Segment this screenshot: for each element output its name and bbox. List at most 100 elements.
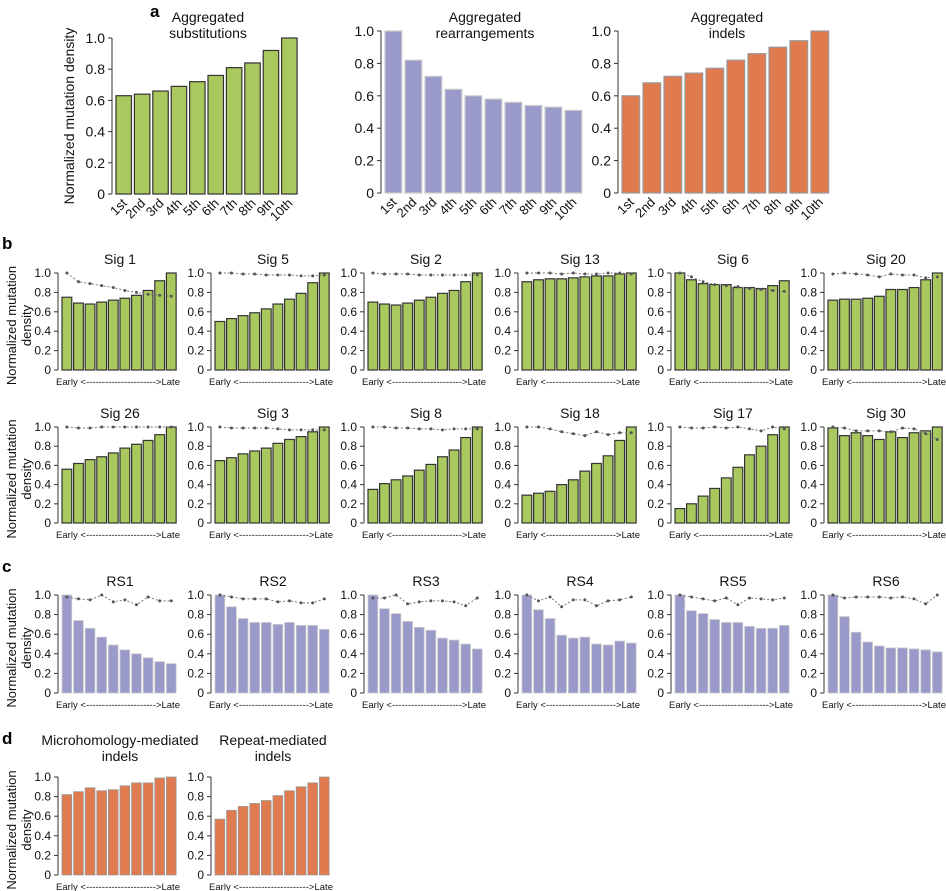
bar bbox=[402, 302, 414, 371]
trend-point bbox=[629, 431, 633, 435]
bar bbox=[307, 624, 318, 694]
trend-point bbox=[169, 425, 173, 429]
bar bbox=[743, 454, 755, 524]
chart-title: RS1 bbox=[106, 573, 133, 589]
y-tick-label: 0 bbox=[810, 516, 817, 530]
y-tick-label: 0.6 bbox=[647, 627, 664, 641]
chart-title: Sig 20 bbox=[866, 251, 906, 267]
bar bbox=[614, 439, 626, 524]
panel-label-b: b bbox=[2, 234, 12, 253]
bar bbox=[237, 806, 249, 876]
y-tick-label: 0.4 bbox=[494, 478, 511, 492]
bar bbox=[281, 37, 298, 195]
trend-point bbox=[382, 596, 386, 600]
trend-point bbox=[900, 273, 904, 277]
bar bbox=[249, 312, 261, 371]
bar bbox=[850, 298, 862, 371]
bar bbox=[674, 508, 686, 524]
trend-point bbox=[475, 596, 479, 600]
trend-point bbox=[452, 273, 456, 277]
y-tick-label: 1.0 bbox=[34, 770, 51, 784]
bar bbox=[61, 794, 73, 876]
chart-title: rearrangements bbox=[436, 25, 535, 41]
y-tick-label: 1.0 bbox=[494, 588, 511, 602]
y-tick-label: 0.4 bbox=[647, 478, 664, 492]
trend-point bbox=[253, 426, 257, 430]
y-tick-label: 0.4 bbox=[34, 324, 51, 338]
trend-point bbox=[440, 599, 444, 603]
trend-point bbox=[146, 292, 150, 296]
bar bbox=[413, 299, 425, 371]
bar bbox=[827, 427, 839, 524]
trend-point bbox=[65, 425, 69, 429]
trend-point bbox=[382, 272, 386, 276]
bar bbox=[249, 622, 260, 694]
bar bbox=[448, 289, 460, 371]
trend-line bbox=[526, 272, 632, 275]
bar bbox=[544, 278, 556, 371]
x-axis-label: Early <---------------------->Late bbox=[822, 377, 946, 388]
bar bbox=[272, 303, 284, 371]
trend-point bbox=[854, 272, 858, 276]
trend-point bbox=[701, 426, 705, 430]
trend-point bbox=[123, 288, 127, 292]
y-tick-label: 0.4 bbox=[86, 124, 106, 140]
bar bbox=[839, 616, 850, 694]
trend-point bbox=[747, 596, 751, 600]
chart-aggregated-indels: 00.20.40.60.81.0Aggregatedindels1st2nd3r… bbox=[592, 9, 830, 223]
trend-point bbox=[65, 595, 69, 599]
y-tick-label: 0.6 bbox=[34, 809, 51, 823]
bar bbox=[448, 449, 460, 524]
y-tick-label: 1.0 bbox=[647, 588, 664, 602]
bar bbox=[556, 634, 567, 694]
trend-line bbox=[526, 594, 632, 608]
y-tick-label: 0 bbox=[504, 516, 511, 530]
bar bbox=[755, 287, 767, 371]
bar bbox=[873, 438, 885, 524]
bar bbox=[96, 636, 107, 694]
y-tick-label: 1.0 bbox=[800, 266, 817, 280]
y-tick-label: 0.2 bbox=[34, 497, 51, 511]
trend-point bbox=[229, 426, 233, 430]
trend-point bbox=[417, 600, 421, 604]
bar bbox=[625, 426, 637, 524]
chart-title: substitutions bbox=[169, 25, 247, 41]
y-tick-label: 0 bbox=[504, 363, 511, 377]
chart-title: Aggregated bbox=[691, 9, 763, 25]
bar bbox=[838, 298, 850, 371]
trend-point bbox=[536, 425, 540, 429]
bar bbox=[425, 463, 437, 524]
trend-point bbox=[713, 283, 717, 287]
y-axis-label: Normalized mutation bbox=[4, 588, 19, 707]
y-tick-label: 0.2 bbox=[187, 497, 204, 511]
bar bbox=[464, 95, 483, 194]
y-tick-label: 1.0 bbox=[187, 266, 204, 280]
x-tick-label: 5th bbox=[698, 195, 721, 218]
bar bbox=[154, 661, 165, 694]
trend-point bbox=[831, 272, 835, 276]
trend-point bbox=[100, 425, 104, 429]
trend-point bbox=[287, 273, 291, 277]
bar bbox=[827, 594, 839, 694]
trend-line bbox=[679, 426, 785, 432]
chart-title: RS4 bbox=[566, 573, 593, 589]
bar bbox=[810, 30, 830, 194]
bar bbox=[154, 434, 166, 524]
y-tick-label: 0.6 bbox=[187, 809, 204, 823]
x-axis-label: Early <---------------------->Late bbox=[56, 882, 180, 891]
trend-point bbox=[594, 272, 598, 276]
bar bbox=[307, 431, 319, 524]
x-tick-label: 10th bbox=[551, 195, 580, 224]
y-tick-label: 0.6 bbox=[494, 458, 511, 472]
bar bbox=[404, 59, 423, 194]
y-tick-label: 0.2 bbox=[494, 344, 511, 358]
trend-point bbox=[866, 429, 870, 433]
bar bbox=[732, 622, 744, 694]
trend-point bbox=[406, 272, 410, 276]
y-tick-label: 0 bbox=[197, 516, 204, 530]
y-tick-label: 0 bbox=[657, 363, 664, 377]
y-tick-label: 0 bbox=[810, 686, 817, 700]
trend-point bbox=[440, 273, 444, 277]
x-axis-label: Early <---------------------->Late bbox=[516, 530, 640, 541]
bar bbox=[284, 622, 295, 694]
